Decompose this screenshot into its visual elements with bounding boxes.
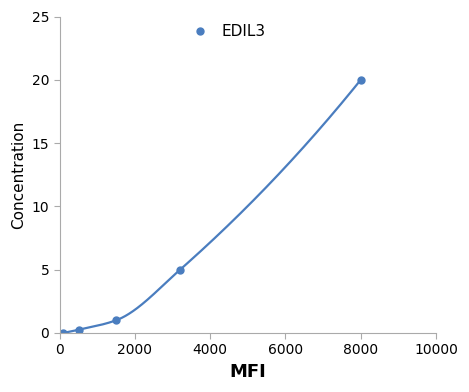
X-axis label: MFI: MFI bbox=[229, 363, 266, 381]
EDIL3 bbox=[177, 267, 183, 272]
EDIL3 bbox=[76, 327, 81, 332]
EDIL3 bbox=[61, 330, 66, 335]
Legend: EDIL3: EDIL3 bbox=[180, 18, 272, 45]
EDIL3 bbox=[113, 318, 119, 323]
Line: EDIL3: EDIL3 bbox=[60, 76, 364, 336]
EDIL3 bbox=[358, 78, 363, 82]
Y-axis label: Concentration: Concentration bbox=[11, 121, 26, 229]
